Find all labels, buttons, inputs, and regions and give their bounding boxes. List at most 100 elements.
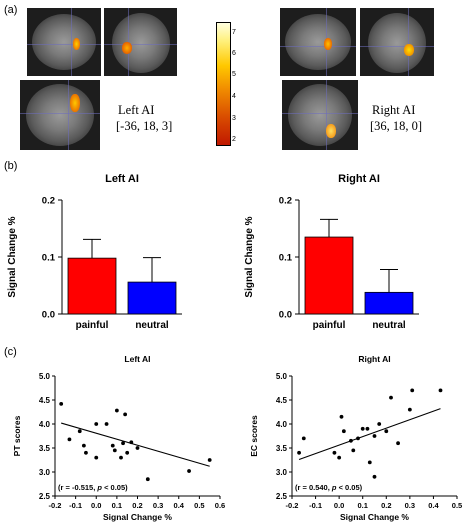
scatter-point — [297, 450, 301, 455]
scatter-point — [410, 388, 415, 393]
colorbar-tick: 4 — [232, 93, 236, 100]
x-axis-label: Signal Change % — [103, 512, 172, 522]
panel-b-letter: (b) — [4, 160, 18, 172]
scatter-right-ai: Right AI EC scores Signal Change % 2.5 3.0 3.… — [249, 354, 462, 522]
x-tick-label: -0.2 — [286, 501, 299, 510]
scatter-point — [351, 448, 356, 453]
x-tick-label: 0.4 — [428, 501, 439, 510]
scatter-point — [94, 455, 99, 460]
left-ai-roi-label: Left AI [-36, 18, 3] — [116, 102, 172, 134]
scatter-point — [341, 429, 346, 434]
x-tick-label: -0.1 — [309, 501, 322, 510]
scatter-point — [104, 422, 109, 426]
y-tick-label: 2.5 — [276, 492, 288, 501]
scatter-point — [81, 443, 86, 448]
scatter-point — [67, 437, 72, 442]
scatter-point — [135, 446, 140, 450]
brain-coronal-left — [104, 8, 177, 76]
bar-painful — [67, 257, 117, 315]
x-tick-label: 0.1 — [112, 501, 122, 510]
y-tick-label: 0.2 — [279, 196, 292, 207]
scatter-point — [110, 443, 115, 448]
right-ai-roi-name: Right AI — [372, 103, 416, 117]
scatter-point — [438, 388, 443, 393]
scatter-point — [389, 395, 393, 400]
left-ai-roi-coords: [-36, 18, 3] — [116, 119, 173, 133]
x-tick-label: 0.0 — [91, 501, 101, 510]
x-category-label: neutral — [135, 320, 169, 331]
x-tick-label: 0.4 — [174, 501, 185, 510]
y-tick-label: 0.0 — [42, 310, 55, 321]
regression-line — [298, 408, 441, 461]
bar-chart-right-ai: Right AI Signal Change % 0.0 0.1 0.2 painful n… — [244, 173, 419, 331]
y-tick-label: 0.1 — [279, 253, 293, 264]
scatter-point — [114, 408, 119, 413]
chart-title: Right AI — [358, 354, 390, 364]
right-ai-roi-label: Right AI [36, 18, 0] — [370, 102, 422, 134]
scatter-point — [349, 438, 353, 443]
scatter-point — [119, 455, 123, 460]
brain-axial-left — [20, 80, 100, 150]
y-tick-label: 0.2 — [42, 196, 55, 207]
colorbar-tick: 7 — [232, 29, 236, 36]
scatter-point — [356, 436, 360, 441]
y-axis-label: Signal Change % — [7, 216, 18, 297]
colorbar-tick: 5 — [232, 71, 236, 78]
y-tick-label: 3.0 — [276, 468, 288, 477]
scatter-point — [187, 469, 191, 473]
y-tick-label: 4.0 — [276, 420, 288, 429]
x-tick-label: 0.6 — [215, 501, 225, 510]
colorbar-tick: 6 — [232, 50, 236, 57]
y-tick-label: 3.0 — [39, 468, 51, 477]
x-category-label: painful — [76, 320, 109, 331]
scatter-point — [94, 422, 99, 426]
x-tick-label: 0.5 — [452, 501, 462, 510]
x-tick-label: 0.5 — [194, 501, 204, 510]
x-tick-label: -0.1 — [69, 501, 82, 510]
brain-coronal-right — [360, 8, 434, 76]
scatter-point — [360, 426, 365, 431]
bar-chart-left-ai: Left AI Signal Change % 0.0 0.1 0.2 painful ne… — [7, 173, 182, 331]
brain-sagittal-right — [280, 8, 356, 76]
scatter-point — [129, 440, 134, 445]
bar-neutral — [364, 291, 414, 315]
chart-title: Left AI — [105, 173, 139, 185]
scatter-point — [77, 429, 82, 434]
scatter-point — [337, 455, 342, 460]
bar-neutral — [127, 281, 177, 315]
panel-c-letter: (c) — [4, 346, 17, 358]
scatter-point — [407, 407, 412, 412]
scatter-point — [59, 401, 64, 406]
right-ai-roi-coords: [36, 18, 0] — [370, 119, 423, 133]
correlation-annotation: (r = 0.540, p < 0.05) — [295, 483, 363, 492]
left-ai-roi-name: Left AI — [118, 103, 155, 117]
x-category-label: neutral — [372, 320, 406, 331]
scatter-point — [112, 448, 117, 453]
y-tick-label: 4.5 — [276, 396, 288, 405]
chart-title: Right AI — [338, 173, 380, 185]
x-tick-label: 0.1 — [357, 501, 367, 510]
chart-title: Left AI — [124, 354, 150, 364]
scatter-point — [301, 436, 306, 441]
x-tick-label: 0.2 — [381, 501, 391, 510]
y-tick-label: 3.5 — [276, 444, 288, 453]
y-tick-label: 5.0 — [276, 372, 288, 381]
y-tick-label: 5.0 — [39, 372, 51, 381]
correlation-annotation: (r = -0.515, p < 0.05) — [58, 483, 128, 492]
bar-painful — [304, 236, 354, 315]
colorbar-tick: 3 — [232, 115, 236, 122]
x-tick-label: 0.0 — [334, 501, 344, 510]
y-axis-label: EC scores — [249, 415, 259, 457]
scatter-point — [365, 426, 370, 431]
x-axis-label: Signal Change % — [340, 512, 409, 522]
activation-colorbar — [216, 22, 231, 146]
scatter-point — [84, 450, 88, 455]
scatter-point — [145, 477, 150, 482]
y-axis-label: PT scores — [12, 415, 22, 456]
x-tick-label: 0.3 — [153, 501, 163, 510]
scatter-point — [384, 429, 389, 434]
panel-a-letter: (a) — [4, 4, 18, 16]
scatter-point — [372, 434, 377, 438]
scatter-point — [125, 450, 130, 455]
colorbar-tick: 2 — [232, 136, 236, 143]
